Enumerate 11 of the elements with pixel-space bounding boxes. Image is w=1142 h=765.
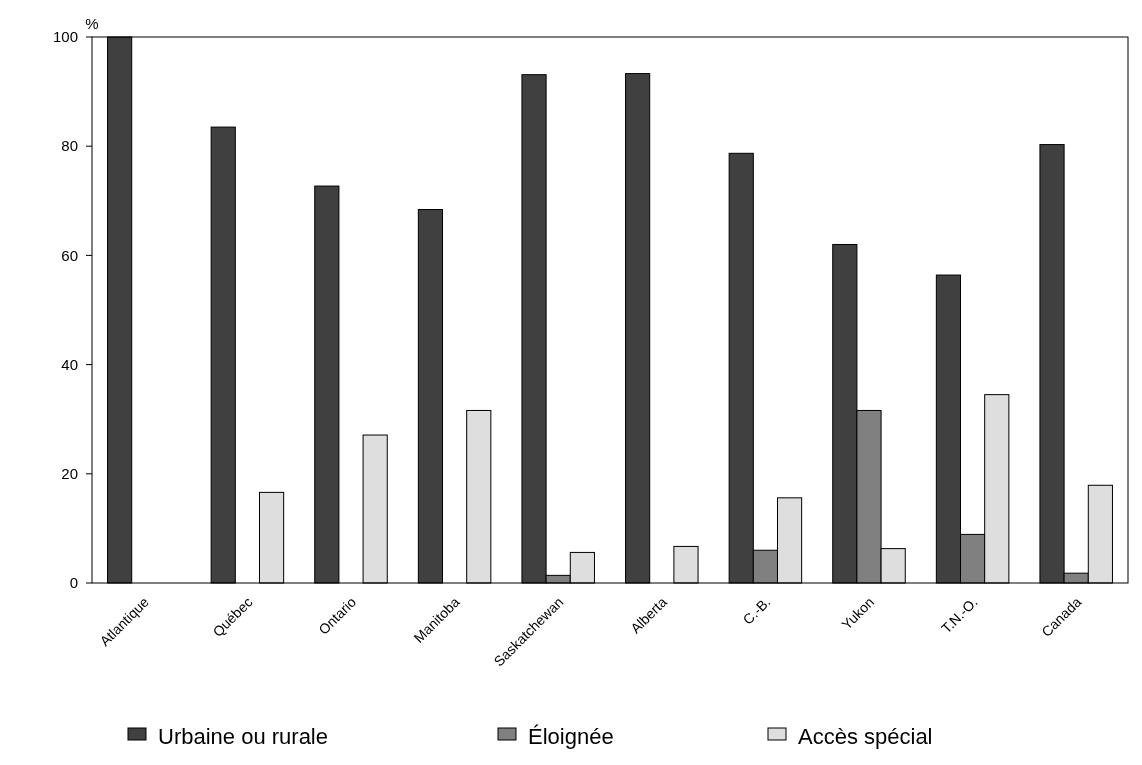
y-tick-label: 0	[69, 574, 78, 592]
legend-label: Accès spécial	[798, 723, 933, 749]
x-tick-label: C.-B.	[739, 593, 774, 628]
y-tick-label: 80	[61, 137, 78, 155]
y-tick-label: 40	[61, 355, 78, 373]
y-tick-label: 20	[61, 465, 78, 483]
y-tick-label: 100	[52, 28, 78, 46]
legend-label: Éloignée	[528, 723, 614, 749]
y-tick-label: 60	[61, 246, 78, 264]
legend-label: Urbaine ou rurale	[158, 723, 328, 749]
y-axis-title: %	[85, 15, 99, 32]
